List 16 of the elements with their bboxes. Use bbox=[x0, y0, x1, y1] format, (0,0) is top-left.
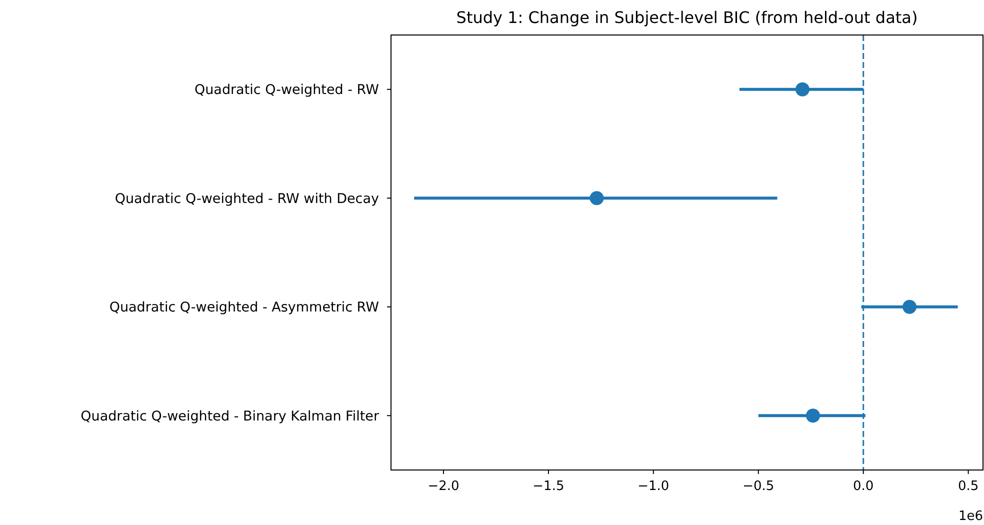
x-tick-label: 0.0 bbox=[852, 479, 874, 494]
text: 1e6 bbox=[958, 509, 983, 524]
y-tick-label: Quadratic Q-weighted - Asymmetric RW bbox=[109, 300, 379, 316]
x-tick-label: −1.0 bbox=[638, 479, 670, 494]
point bbox=[902, 300, 917, 314]
chart-title: Study 1: Change in Subject-level BIC (from held-out data) bbox=[456, 8, 918, 27]
x-tick-label: 0.5 bbox=[958, 479, 979, 494]
x-tick-label: −2.0 bbox=[428, 479, 460, 494]
x-tick-label: −1.5 bbox=[532, 479, 564, 494]
point bbox=[795, 82, 810, 96]
point bbox=[806, 408, 820, 423]
y-tick-label: Quadratic Q-weighted - Binary Kalman Filter bbox=[80, 408, 380, 424]
x-tick-label: −0.5 bbox=[742, 479, 774, 494]
y-tick-label: Quadratic Q-weighted - RW bbox=[194, 82, 379, 98]
y-tick-label: Quadratic Q-weighted - RW with Decay bbox=[114, 190, 379, 207]
point bbox=[590, 191, 604, 206]
